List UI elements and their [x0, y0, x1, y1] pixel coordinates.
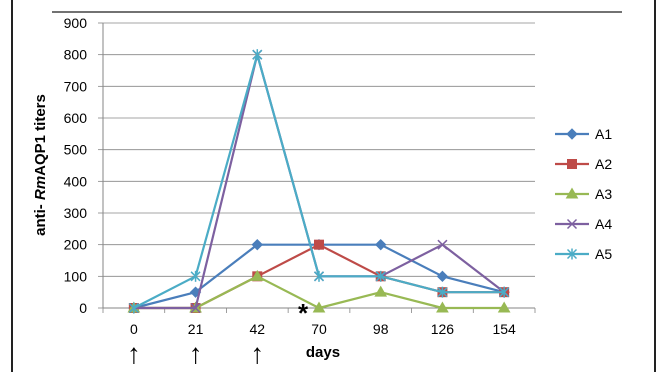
legend-label: A2 [595, 156, 612, 172]
y-tick-label: 500 [64, 142, 88, 158]
y-tick-label: 800 [64, 47, 88, 63]
y-tick-label: 400 [64, 173, 88, 189]
legend-label: A4 [595, 216, 612, 232]
data-point [436, 270, 449, 283]
up-arrow-icon: ↑ [127, 338, 141, 369]
data-point [251, 238, 263, 251]
data-point [437, 239, 448, 250]
x-tick-label: 21 [188, 321, 204, 337]
y-axis-label-suffix: AQP1 titers [32, 94, 49, 176]
y-tick-label: 900 [64, 15, 88, 31]
legend-marker [567, 159, 577, 169]
data-point [497, 301, 511, 313]
x-tick-label: 154 [492, 321, 516, 337]
y-axis-label-italic: Rm [32, 176, 49, 200]
legend-entry-a5: A5 [555, 246, 612, 262]
legend-entry-a2: A2 [555, 156, 612, 172]
x-tick-label: 0 [130, 321, 138, 337]
legend-entry-a4: A4 [555, 216, 612, 232]
x-tick-label: 126 [431, 321, 455, 337]
y-tick-label: 0 [79, 300, 87, 316]
y-tick-label: 200 [64, 237, 88, 253]
data-point [375, 238, 387, 251]
data-point [313, 270, 325, 282]
x-axis-label: days [306, 344, 340, 361]
legend-entry-a1: A1 [555, 126, 612, 142]
data-point [190, 270, 201, 282]
marker-stroke [190, 302, 201, 314]
legend-marker [566, 248, 578, 260]
data-point [499, 286, 510, 298]
data-point [312, 301, 326, 313]
series-a5 [128, 49, 510, 314]
legend-marker [566, 128, 578, 140]
up-arrow-icon: ↑ [189, 338, 203, 369]
y-axis-label-prefix: anti- [32, 200, 49, 236]
legend-entry-a3: A3 [555, 186, 612, 202]
data-point [128, 302, 139, 314]
data-point [374, 285, 388, 297]
legend-label: A1 [595, 126, 612, 142]
y-tick-label: 300 [64, 205, 88, 221]
data-point [436, 301, 449, 313]
x-tick-label: 98 [373, 321, 389, 337]
data-point [375, 270, 386, 282]
x-tick-label: 42 [249, 321, 265, 337]
y-axis-label: anti- RmAQP1 titers [32, 94, 49, 236]
data-point [437, 286, 448, 298]
y-tick-label: 600 [64, 110, 88, 126]
marker-stroke [566, 218, 578, 230]
marker-stroke [437, 239, 448, 250]
legend-label: A3 [595, 186, 612, 202]
data-point [252, 49, 263, 61]
data-point [190, 302, 201, 314]
asterisk-annotation: * [298, 298, 309, 328]
y-tick-label: 100 [64, 268, 88, 284]
up-arrow-icon: ↑ [250, 338, 264, 369]
data-point [314, 239, 324, 250]
legend-marker [565, 187, 579, 199]
x-tick-label: 70 [311, 321, 327, 337]
legend-marker [566, 218, 578, 230]
data-point [250, 269, 264, 281]
y-tick-label: 700 [64, 78, 88, 94]
legend-label: A5 [595, 246, 612, 262]
